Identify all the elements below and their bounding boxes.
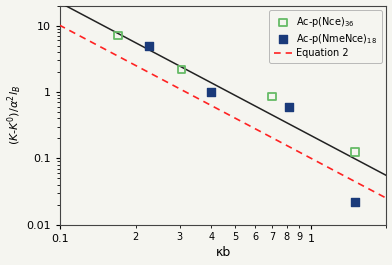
Equation 2 xyxy=(389,200,392,203)
Ac-p(Nce)$_{36}$ xyxy=(352,150,358,154)
Legend: Ac-p(Nce)$_{36}$, Ac-p(NmeNce)$_{18}$, Equation 2: Ac-p(Nce)$_{36}$, Ac-p(NmeNce)$_{18}$, E… xyxy=(269,10,381,63)
Ac-p(NmeNce)$_{18}$ xyxy=(352,200,358,204)
Ac-p(NmeNce)$_{18}$ xyxy=(208,90,214,94)
Ac-p(Nce)$_{36}$ xyxy=(115,34,121,38)
Line: Equation 2: Equation 2 xyxy=(49,19,392,201)
Equation 2 xyxy=(47,19,52,22)
Ac-p(NmeNce)$_{18}$ xyxy=(145,43,152,48)
Equation 2 xyxy=(357,182,362,186)
Ac-p(Nce)$_{36}$ xyxy=(269,94,275,99)
Equation 2 xyxy=(250,126,255,129)
Ac-p(NmeNce)$_{18}$ xyxy=(286,104,292,109)
Y-axis label: $(K\text{-}K^0)/\alpha^2 l_B$: $(K\text{-}K^0)/\alpha^2 l_B$ xyxy=(5,85,24,145)
Equation 2 xyxy=(46,18,51,21)
Equation 2 xyxy=(256,129,261,132)
Equation 2 xyxy=(336,171,340,174)
X-axis label: κb: κb xyxy=(216,246,231,259)
Ac-p(Nce)$_{36}$ xyxy=(178,67,185,71)
Equation 2 xyxy=(249,125,254,129)
